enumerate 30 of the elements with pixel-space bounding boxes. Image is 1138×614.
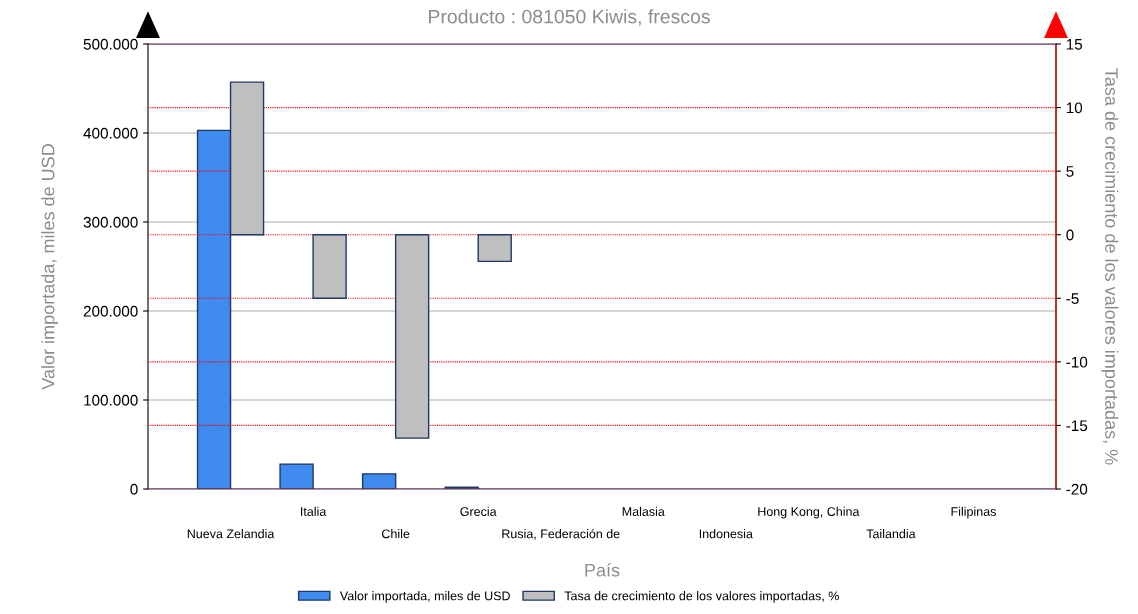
x-tick-label: Grecia [460, 506, 497, 516]
x-tick-label: Chile [382, 529, 410, 539]
y2-tick-label: -10 [1066, 356, 1088, 368]
chart-title: Producto : 081050 Kiwis, frescos [429, 9, 710, 26]
x-tick-label: Nueva Zelandia [187, 529, 275, 539]
x-tick-label: Hong Kong, China [758, 506, 860, 519]
y-tick-label: 0 [130, 483, 138, 495]
y-axis-title: Valor importada, miles de USD [41, 144, 59, 390]
y2-tick-label: 5 [1066, 166, 1074, 177]
x-tick-label: Malasia [622, 506, 665, 516]
y2-tick-label: -5 [1066, 293, 1079, 304]
y-tick-label: 200.000 [83, 305, 138, 317]
x-tick-label: Indonesia [699, 529, 753, 539]
x-axis-title: País [585, 563, 620, 577]
y2-tick-label: 0 [1066, 229, 1074, 241]
x-tick-label: Filipinas [951, 506, 996, 519]
x-tick-label: Rusia, Federación de [502, 528, 620, 540]
x-tick-label: Italia [301, 506, 327, 516]
y2-tick-label: 15 [1066, 39, 1083, 50]
y-tick-label: 400.000 [83, 127, 138, 139]
y2-tick-label: -15 [1066, 420, 1088, 432]
y-tick-label: 300.000 [83, 216, 138, 228]
x-tick-label: Tailandia [866, 529, 916, 539]
legend-label: Valor importada, miles de USD [339, 591, 510, 603]
y2-tick-label: 10 [1066, 102, 1083, 114]
legend-label: Tasa de crecimiento de los valores importadas, % [564, 591, 839, 603]
y-tick-label: 500.000 [83, 38, 138, 50]
y2-axis-title: Tasa de crecimiento de los valores importadas, % [1101, 68, 1119, 465]
y-tick-label: 100.000 [84, 394, 138, 406]
y2-tick-label: -20 [1066, 483, 1088, 495]
